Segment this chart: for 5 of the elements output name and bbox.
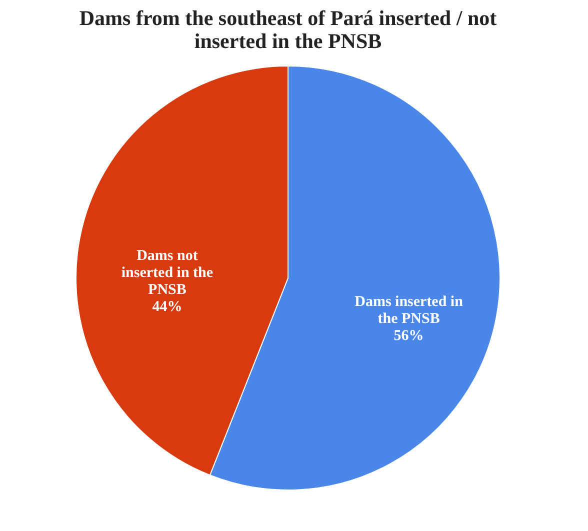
chart-title: Dams from the southeast of Pará inserted / not inserted in the PNSB xyxy=(79,6,497,53)
data-label: 44% xyxy=(152,298,182,315)
slice-label: Dams inserted in the PNSB xyxy=(354,294,464,328)
data-label: 56% xyxy=(394,328,424,344)
slice-label: Dams not inserted in the PNSB xyxy=(121,248,214,298)
